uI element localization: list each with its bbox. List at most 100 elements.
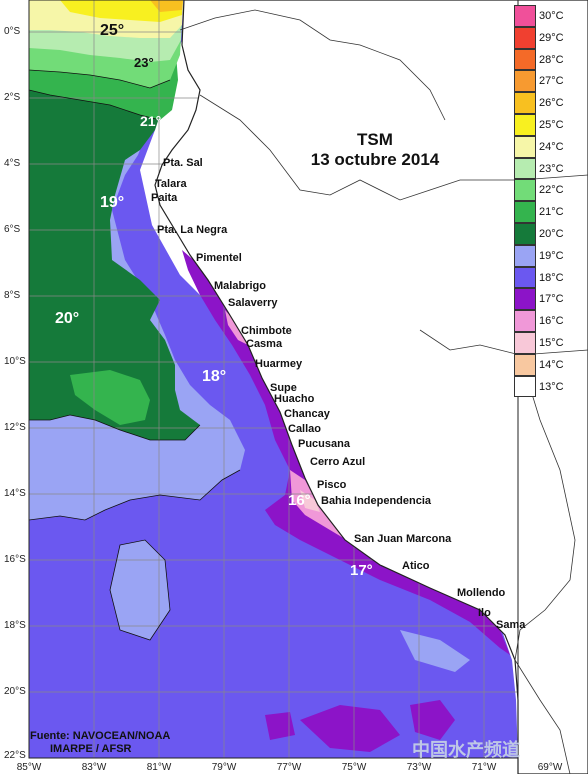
place-label: Chimbote — [241, 325, 292, 337]
source-credit: Fuente: NAVOCEAN/NOAA IMARPE / AFSR — [30, 730, 170, 756]
legend-label: 13°C — [539, 380, 564, 393]
legend-label: 15°C — [539, 336, 564, 349]
temperature-legend: 30°C 29°C 28°C 27°C 26°C 25°C 24°C 23°C … — [514, 5, 586, 398]
isotherm-label: 17° — [350, 562, 373, 579]
legend-item: 19°C — [514, 244, 586, 267]
place-label: Malabrigo — [214, 280, 266, 292]
source-line-2: IMARPE / AFSR — [50, 743, 132, 755]
lat-label: 6°S — [4, 224, 21, 235]
lon-label: 83°W — [81, 762, 107, 773]
legend-swatch — [514, 5, 536, 27]
lat-label: 10°S — [4, 356, 26, 367]
legend-swatch — [514, 288, 536, 311]
place-label: Salaverry — [228, 297, 278, 309]
legend-swatch — [514, 179, 536, 202]
legend-swatch — [514, 70, 536, 93]
isotherm-label: 16° — [288, 492, 311, 509]
legend-swatch — [514, 310, 536, 332]
place-label: Paita — [151, 192, 178, 204]
legend-label: 19°C — [539, 249, 564, 262]
lon-label: 75°W — [341, 762, 367, 773]
sst-16-strip — [290, 470, 380, 555]
legend-label: 23°C — [539, 162, 564, 175]
place-label: Atico — [402, 560, 430, 572]
isotherm-contours — [28, 69, 241, 641]
sst-15-patch — [300, 490, 320, 512]
sst-17-patch — [410, 700, 455, 740]
lon-label: 73°W — [406, 762, 432, 773]
legend-item: 23°C — [514, 157, 586, 180]
legend-label: 27°C — [539, 75, 564, 88]
isotherm-label: 20° — [55, 310, 80, 327]
legend-item: 15°C — [514, 331, 586, 354]
legend-swatch — [514, 266, 536, 289]
legend-item: 21°C — [514, 201, 586, 223]
lon-label: 77°W — [276, 762, 302, 773]
isotherm-label: 23° — [134, 55, 154, 70]
legend-item: 29°C — [514, 26, 586, 49]
legend-label: 29°C — [539, 31, 564, 44]
legend-label: 18°C — [539, 271, 564, 284]
lat-label: 22°S — [4, 750, 26, 761]
map-title: TSM 13 octubre 2014 — [290, 130, 460, 170]
place-label: Sama — [496, 619, 526, 631]
legend-item: 20°C — [514, 222, 586, 245]
legend-swatch — [514, 331, 536, 354]
legend-item: 27°C — [514, 70, 586, 93]
place-label: Chancay — [284, 408, 330, 420]
lon-label: 81°W — [146, 762, 172, 773]
legend-label: 26°C — [539, 97, 564, 110]
place-label: Bahia Independencia — [321, 495, 432, 507]
legend-label: 17°C — [539, 293, 564, 306]
lat-label: 16°S — [4, 554, 26, 565]
isotherm-label: 18° — [202, 368, 227, 385]
place-label: Pucusana — [298, 438, 350, 450]
legend-swatch — [514, 113, 536, 136]
lon-label: 69°W — [537, 762, 563, 773]
legend-item: 14°C — [514, 353, 586, 376]
lat-label: 20°S — [4, 686, 26, 697]
place-label: Pta. La Negra — [157, 224, 228, 236]
legend-item: 13°C — [514, 375, 586, 398]
legend-item: 26°C — [514, 92, 586, 114]
source-line-1: Fuente: NAVOCEAN/NOAA — [30, 730, 171, 742]
legend-label: 22°C — [539, 184, 564, 197]
sst-17-patch — [265, 712, 295, 740]
legend-label: 24°C — [539, 140, 564, 153]
place-label: Huacho — [274, 393, 315, 405]
legend-swatch — [514, 375, 536, 398]
legend-item: 24°C — [514, 135, 586, 158]
legend-label: 14°C — [539, 358, 564, 371]
lat-label: 0°S — [4, 26, 21, 37]
place-label: Pisco — [317, 479, 347, 491]
isotherm-label: 19° — [100, 194, 125, 211]
legend-item: 28°C — [514, 48, 586, 71]
legend-item: 30°C — [514, 5, 586, 27]
legend-item: 25°C — [514, 113, 586, 136]
legend-swatch — [514, 201, 536, 223]
place-label: Casma — [246, 338, 283, 350]
lat-label: 18°S — [4, 620, 26, 631]
legend-swatch — [514, 135, 536, 158]
legend-label: 21°C — [539, 206, 564, 219]
sst-25-zone — [60, 0, 183, 22]
lon-label: 79°W — [211, 762, 237, 773]
place-label: Cerro Azul — [310, 456, 366, 468]
sst-19-patch — [400, 630, 470, 672]
watermark-text: 中国水产频道 — [412, 740, 520, 760]
lat-label: 8°S — [4, 290, 21, 301]
sst-17-patch — [300, 705, 400, 752]
place-label: Huarmey — [255, 358, 303, 370]
lat-label: 12°S — [4, 422, 26, 433]
legend-swatch — [514, 92, 536, 114]
place-label: Pimentel — [196, 252, 242, 264]
legend-label: 20°C — [539, 227, 564, 240]
lat-label: 14°S — [4, 488, 26, 499]
isotherm-label: 21° — [140, 113, 162, 129]
isotherm-label: 25° — [100, 22, 125, 39]
legend-swatch — [514, 244, 536, 267]
legend-item: 22°C — [514, 179, 586, 202]
place-label: Ilo — [478, 607, 491, 619]
legend-label: 25°C — [539, 118, 564, 131]
